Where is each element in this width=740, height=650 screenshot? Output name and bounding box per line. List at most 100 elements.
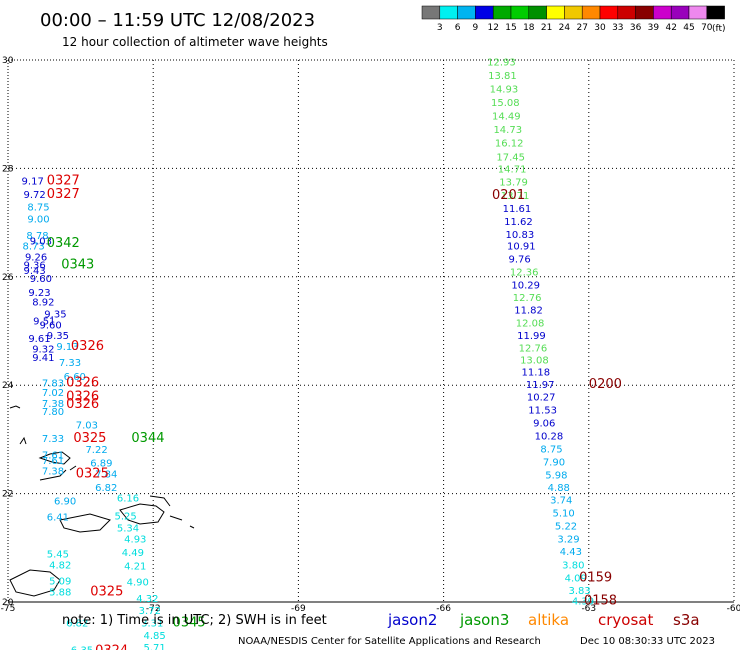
footer-generated: Dec 10 08:30:33 UTC 2023 xyxy=(580,636,715,647)
wave-height-label: 8.73 xyxy=(23,242,45,253)
wave-height-label: 7.61 xyxy=(42,456,64,467)
wave-height-label: 7.61 xyxy=(42,450,64,461)
wave-height-label: 11.18 xyxy=(522,367,551,378)
footer-credit: NOAA/NESDIS Center for Satellite Applica… xyxy=(238,636,541,647)
legend-swatch xyxy=(581,5,601,20)
wave-height-label: 5.45 xyxy=(47,550,69,561)
wave-height-points: 12.93 13.81 14.93 15.08 14.49 14.73 16.12 17.45… xyxy=(22,57,595,650)
pass-time-label: 0343 xyxy=(61,258,94,273)
y-tick-label: 22 xyxy=(2,490,13,500)
satellite-name: altika xyxy=(528,611,569,629)
wave-height-label: 7.38 xyxy=(42,399,64,410)
legend-unit: (ft) xyxy=(712,24,726,34)
legend-tick-label: 9 xyxy=(473,23,479,33)
wave-height-label: 6.16 xyxy=(117,494,139,505)
pass-time-label: 0326 xyxy=(71,339,104,354)
wave-height-label: 6.41 xyxy=(47,513,69,524)
legend-swatch xyxy=(564,5,583,20)
wave-height-label: 9.41 xyxy=(32,353,54,364)
legend-swatch xyxy=(670,5,690,20)
island-outline xyxy=(149,495,171,507)
satellite-name: jason2 xyxy=(387,611,437,629)
wave-height-label: 6.82 xyxy=(66,618,88,629)
legend-tick-label: 3 xyxy=(437,23,443,33)
wave-height-label: 4.21 xyxy=(124,561,146,572)
pass-time-label: 0326 xyxy=(66,375,99,390)
pass-time-label: 0325 xyxy=(90,584,123,599)
wave-height-label: 10.91 xyxy=(507,242,536,253)
wave-height-label: 7.02 xyxy=(42,388,64,399)
wave-height-label: 4.85 xyxy=(144,631,166,642)
legend-swatch xyxy=(457,5,476,20)
pass-time-label: 0327 xyxy=(47,187,80,202)
legend-swatch xyxy=(546,5,565,20)
legend-swatch xyxy=(528,5,547,20)
legend-swatch xyxy=(510,5,530,20)
wave-height-label: 3.74 xyxy=(550,495,572,506)
wave-height-label: 6.82 xyxy=(95,483,117,494)
island-outline xyxy=(119,503,165,525)
wave-height-label: 5.22 xyxy=(555,521,577,532)
x-tick-label: -75 xyxy=(1,604,16,614)
pass-time-label: 0345 xyxy=(173,615,206,630)
wave-height-label: 4.82 xyxy=(49,560,71,571)
chart-title: 00:00 – 11:59 UTC 12/08/2023 xyxy=(40,10,315,31)
pass-time-label: 0326 xyxy=(66,389,99,404)
wave-height-label: 10.27 xyxy=(527,392,556,403)
island-outline xyxy=(9,405,21,409)
wave-height-label: 11.97 xyxy=(526,380,555,391)
wave-height-label: 9.43 xyxy=(23,266,45,277)
wave-height-label: 17.45 xyxy=(496,152,525,163)
wave-height-label: 5.25 xyxy=(114,512,136,523)
wave-height-label: 11.82 xyxy=(514,306,543,317)
wave-height-label: 7.90 xyxy=(543,457,565,468)
legend-tick-label: 15 xyxy=(505,23,516,33)
wave-height-label: 6.35 xyxy=(71,645,93,650)
wave-height-label: 12.36 xyxy=(510,268,539,279)
wave-height-label: 4.32 xyxy=(136,594,158,605)
pass-time-label: 0159 xyxy=(579,570,612,585)
legend-tick-label: 18 xyxy=(523,23,535,33)
footer-note: note: 1) Time is in UTC; 2) SWH is in fe… xyxy=(62,613,327,628)
wave-height-label: 6.60 xyxy=(64,372,86,383)
wave-height-label: 9.35 xyxy=(44,309,66,320)
wave-height-label: 14.73 xyxy=(493,125,522,136)
wave-height-label: 4.09 xyxy=(565,573,587,584)
chart-subtitle: 12 hour collection of altimeter wave hei… xyxy=(62,35,328,49)
legend-swatch xyxy=(653,5,672,20)
wave-height-label: 9.61 xyxy=(28,334,50,345)
island-outline xyxy=(19,436,27,445)
legend-tick-label: 24 xyxy=(559,23,571,33)
legend-swatch xyxy=(688,5,708,20)
wave-height-label: 4.90 xyxy=(127,578,149,589)
island-outline xyxy=(38,451,71,465)
pass-time-label: 0327 xyxy=(47,174,80,189)
wave-height-label: 3.29 xyxy=(557,534,579,545)
pass-time-label: 0158 xyxy=(584,594,617,609)
x-tick-label: -69 xyxy=(291,604,306,614)
wave-height-label: 4.93 xyxy=(124,534,146,545)
wave-height-label: 13.71 xyxy=(501,191,530,202)
wave-height-label: 9.03 xyxy=(30,236,52,247)
wave-height-label: 5.98 xyxy=(545,470,567,481)
legend-tick-label: 45 xyxy=(683,23,694,33)
wave-height-label: 9.23 xyxy=(28,288,50,299)
pass-time-labels: 0327032703420343032603260326032603250325… xyxy=(47,174,622,650)
wave-height-label: 11.62 xyxy=(504,217,533,228)
wave-height-label: 12.93 xyxy=(487,57,516,68)
wave-height-label: 5.88 xyxy=(49,587,71,598)
legend-tick-label: 6 xyxy=(455,23,461,33)
wave-height-label: 9.51 xyxy=(33,316,55,327)
pass-time-label: 0326 xyxy=(66,397,99,412)
island-outline xyxy=(169,515,183,521)
wave-height-label: 9.35 xyxy=(47,331,69,342)
legend-swatch xyxy=(475,5,494,20)
wave-height-label: 5.10 xyxy=(553,508,575,519)
y-tick-label: 26 xyxy=(2,273,14,283)
island-outline xyxy=(39,469,67,481)
wave-height-label: 14.71 xyxy=(498,165,527,176)
wave-height-label: 7.83 xyxy=(42,378,64,389)
legend-swatch xyxy=(439,5,458,20)
legend-swatch xyxy=(492,5,512,20)
island-outline xyxy=(9,569,61,597)
